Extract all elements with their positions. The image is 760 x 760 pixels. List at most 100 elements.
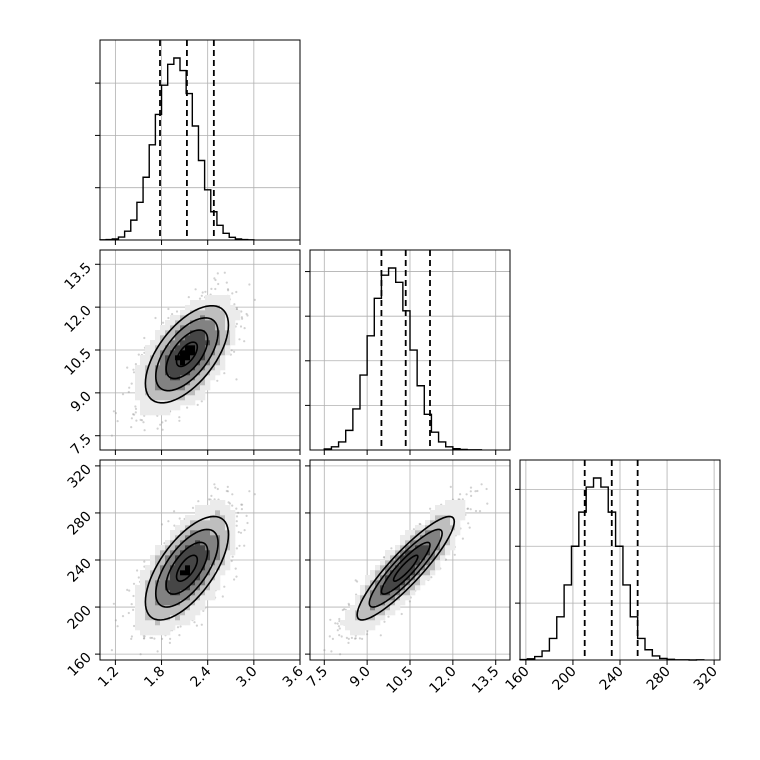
panel-content-2-0	[110, 483, 256, 656]
density-cell	[180, 360, 186, 366]
density-cell	[405, 560, 411, 566]
density-cell	[215, 350, 221, 356]
density-cell	[190, 535, 196, 541]
density-cell	[180, 610, 186, 616]
density-cell	[200, 375, 206, 381]
density-cell	[145, 350, 151, 356]
sample-point	[143, 429, 146, 432]
density-cell	[205, 560, 211, 566]
density-cell	[155, 375, 161, 381]
sample-point	[231, 292, 234, 295]
density-cell	[375, 580, 381, 586]
sample-point	[226, 288, 230, 291]
density-cell	[145, 410, 151, 416]
density-cell	[150, 390, 156, 396]
density-cell	[210, 320, 216, 326]
density-cell	[150, 610, 156, 616]
density-cell	[200, 530, 206, 536]
sample-point	[130, 426, 133, 429]
density-cell	[425, 530, 431, 536]
density-cell	[220, 355, 226, 361]
density-cell	[190, 335, 196, 341]
density-cell	[375, 565, 381, 571]
density-cell	[135, 590, 141, 596]
density-cell	[165, 610, 171, 616]
density-cell	[425, 555, 431, 561]
density-cell	[140, 380, 146, 386]
density-cell	[455, 525, 461, 531]
density-cell	[390, 550, 396, 556]
density-cell	[210, 335, 216, 341]
sample-point	[235, 575, 238, 578]
sample-point	[408, 600, 411, 603]
sample-point	[379, 634, 382, 637]
density-cell	[220, 295, 226, 301]
sample-point	[469, 486, 473, 489]
density-cell	[220, 325, 226, 331]
density-cell	[190, 550, 196, 556]
density-cell	[415, 525, 421, 531]
density-cell	[175, 600, 181, 606]
density-cell	[390, 555, 396, 561]
density-cell	[215, 510, 221, 516]
sample-point	[412, 528, 415, 531]
density-cell	[190, 545, 196, 551]
density-cell	[380, 610, 386, 616]
density-cell	[210, 525, 216, 531]
sample-point	[143, 351, 146, 354]
density-cell	[155, 570, 161, 576]
density-cell	[205, 365, 211, 371]
density-cell	[420, 555, 426, 561]
density-cell	[210, 515, 216, 521]
sample-point	[240, 503, 243, 506]
density-cell	[190, 315, 196, 321]
density-cell	[380, 605, 386, 611]
density-cell	[200, 340, 206, 346]
density-cell	[430, 555, 436, 561]
density-cell	[220, 305, 226, 311]
sample-point	[137, 576, 140, 579]
density-cell	[175, 395, 181, 401]
density-cell	[205, 305, 211, 311]
density-cell	[170, 380, 176, 386]
density-cell	[180, 400, 186, 406]
sample-point	[134, 363, 137, 366]
panel-0-0	[95, 39, 301, 245]
density-cell	[175, 325, 181, 331]
sample-point	[347, 641, 350, 645]
density-cell	[180, 395, 186, 401]
sample-point	[238, 338, 241, 341]
sample-point	[127, 611, 130, 615]
density-cell	[395, 560, 401, 566]
density-cell	[385, 585, 391, 591]
density-cell	[160, 555, 166, 561]
density-cell	[215, 520, 221, 526]
density-cell	[155, 625, 161, 631]
sample-point	[348, 604, 351, 607]
sample-point	[151, 636, 154, 640]
density-cell	[230, 515, 236, 521]
sample-point	[230, 559, 233, 563]
density-cell	[225, 295, 231, 301]
density-cell	[400, 535, 406, 541]
density-cell	[155, 355, 161, 361]
density-cell	[190, 360, 196, 366]
density-cell	[175, 530, 181, 536]
sample-point	[149, 636, 152, 640]
density-cell	[170, 555, 176, 561]
density-cell	[175, 585, 181, 591]
density-cell	[205, 355, 211, 361]
sample-point	[137, 353, 140, 356]
density-cell	[450, 500, 456, 506]
density-cell	[165, 405, 171, 411]
density-cell	[215, 305, 221, 311]
density-cell	[355, 625, 361, 631]
density-cell	[390, 560, 396, 566]
density-cell	[375, 585, 381, 591]
density-cell	[140, 605, 146, 611]
density-cell	[455, 505, 461, 511]
density-cell	[180, 370, 186, 376]
density-cell	[200, 550, 206, 556]
density-cell	[220, 535, 226, 541]
density-cell	[190, 525, 196, 531]
